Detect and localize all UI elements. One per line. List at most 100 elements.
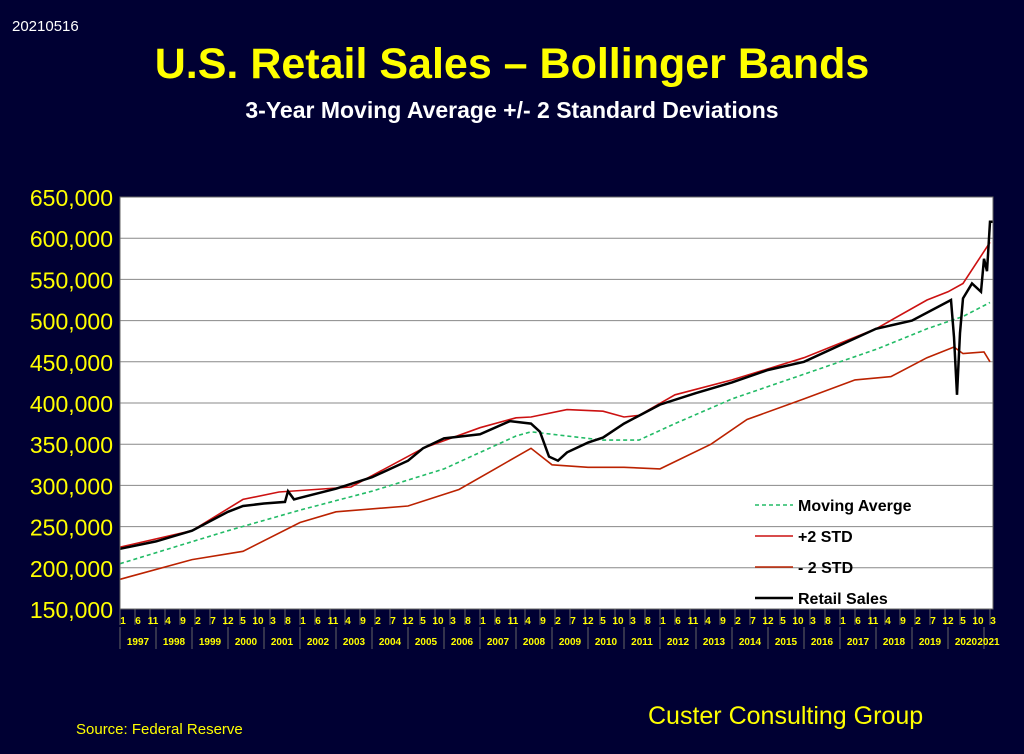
x-month-label: 5	[420, 616, 426, 627]
source-note: Source: Federal Reserve	[76, 721, 243, 738]
x-year-label: 2007	[487, 637, 510, 648]
x-month-label: 3	[630, 616, 636, 627]
x-month-label: 1	[120, 616, 126, 627]
x-year-label: 2011	[631, 637, 653, 648]
y-tick-label: 600,000	[30, 226, 113, 252]
x-month-label: 7	[750, 616, 756, 627]
x-month-label: 7	[210, 616, 216, 627]
x-year-label: 2001	[271, 637, 294, 648]
x-month-label: 4	[525, 616, 531, 627]
y-tick-label: 500,000	[30, 309, 113, 335]
x-month-label: 6	[315, 616, 321, 627]
y-tick-label: 200,000	[30, 556, 113, 582]
x-month-label: 8	[825, 616, 831, 627]
x-year-label: 1999	[199, 637, 222, 648]
x-month-label: 3	[810, 616, 816, 627]
x-month-label: 11	[688, 616, 699, 627]
date-stamp: 20210516	[12, 18, 79, 35]
legend-label: - 2 STD	[798, 560, 853, 577]
x-month-label: 8	[285, 616, 291, 627]
x-month-label: 12	[942, 616, 954, 627]
x-month-label: 11	[148, 616, 159, 627]
x-month-label: 10	[252, 616, 264, 627]
x-month-label: 5	[780, 616, 786, 627]
series-line-2-std	[119, 241, 991, 548]
x-month-label: 6	[855, 616, 861, 627]
x-year-label: 2005	[415, 637, 438, 648]
x-month-label: 12	[402, 616, 414, 627]
brand-label: Custer Consulting Group	[648, 702, 924, 730]
x-month-label: 8	[465, 616, 471, 627]
x-month-label: 8	[645, 616, 651, 627]
x-month-label: 2	[555, 616, 561, 627]
x-month-label: 9	[900, 616, 906, 627]
x-year-label: 2016	[811, 637, 834, 648]
x-month-label: 10	[612, 616, 624, 627]
x-month-label: 7	[570, 616, 576, 627]
x-month-label: 9	[720, 616, 726, 627]
x-month-label: 1	[480, 616, 486, 627]
x-month-label: 12	[222, 616, 234, 627]
x-month-label: 11	[328, 616, 339, 627]
x-month-label: 11	[508, 616, 519, 627]
x-year-label: 2002	[307, 637, 330, 648]
series-line-moving-averge	[119, 301, 991, 565]
x-year-label: 2012	[667, 637, 690, 648]
x-month-label: 3	[450, 616, 456, 627]
x-year-label: 2020	[955, 637, 978, 648]
y-tick-label: 150,000	[30, 597, 113, 623]
x-year-label: 2013	[703, 637, 726, 648]
x-month-label: 7	[930, 616, 936, 627]
y-tick-label: 400,000	[30, 391, 113, 417]
x-year-label: 2006	[451, 637, 474, 648]
x-month-label: 10	[792, 616, 804, 627]
x-month-label: 4	[345, 616, 351, 627]
x-month-label: 2	[195, 616, 201, 627]
y-tick-label: 650,000	[30, 185, 113, 211]
x-month-label: 1	[300, 616, 306, 627]
x-month-label: 1	[840, 616, 846, 627]
x-year-label: 1997	[127, 637, 150, 648]
x-month-label: 10	[432, 616, 444, 627]
x-year-label: 2018	[883, 637, 906, 648]
legend-label: Moving Averge	[798, 498, 912, 515]
x-month-label: 12	[582, 616, 594, 627]
series-line-2-std	[119, 346, 991, 581]
y-tick-label: 550,000	[30, 267, 113, 293]
x-month-label: 7	[390, 616, 396, 627]
series-line-retail-sales	[119, 220, 993, 551]
x-month-label: 3	[990, 616, 996, 627]
x-year-label: 2003	[343, 637, 366, 648]
x-month-label: 9	[360, 616, 366, 627]
x-year-label: 2015	[775, 637, 798, 648]
x-month-label: 11	[868, 616, 879, 627]
x-month-label: 5	[600, 616, 606, 627]
y-tick-label: 450,000	[30, 350, 113, 376]
x-month-label: 9	[180, 616, 186, 627]
x-month-label: 4	[165, 616, 171, 627]
x-year-label: 2017	[847, 637, 870, 648]
x-year-label: 2021	[977, 637, 1000, 648]
y-tick-label: 250,000	[30, 515, 113, 541]
x-month-label: 2	[915, 616, 921, 627]
y-tick-label: 350,000	[30, 432, 113, 458]
x-month-label: 6	[675, 616, 681, 627]
x-year-label: 2000	[235, 637, 258, 648]
legend-label: Retail Sales	[798, 591, 888, 608]
x-month-label: 9	[540, 616, 546, 627]
x-year-label: 2009	[559, 637, 582, 648]
x-month-label: 4	[705, 616, 711, 627]
x-month-label: 6	[495, 616, 501, 627]
y-tick-label: 300,000	[30, 473, 113, 499]
x-month-label: 10	[972, 616, 984, 627]
x-month-label: 1	[660, 616, 666, 627]
x-month-label: 5	[960, 616, 966, 627]
chart-subtitle: 3-Year Moving Average +/- 2 Standard Dev…	[245, 97, 779, 123]
x-month-label: 4	[885, 616, 891, 627]
x-month-label: 6	[135, 616, 141, 627]
plot-border	[119, 196, 994, 610]
chart-title: U.S. Retail Sales – Bollinger Bands	[154, 40, 870, 88]
legend-label: +2 STD	[798, 529, 853, 546]
x-year-label: 2019	[919, 637, 942, 648]
